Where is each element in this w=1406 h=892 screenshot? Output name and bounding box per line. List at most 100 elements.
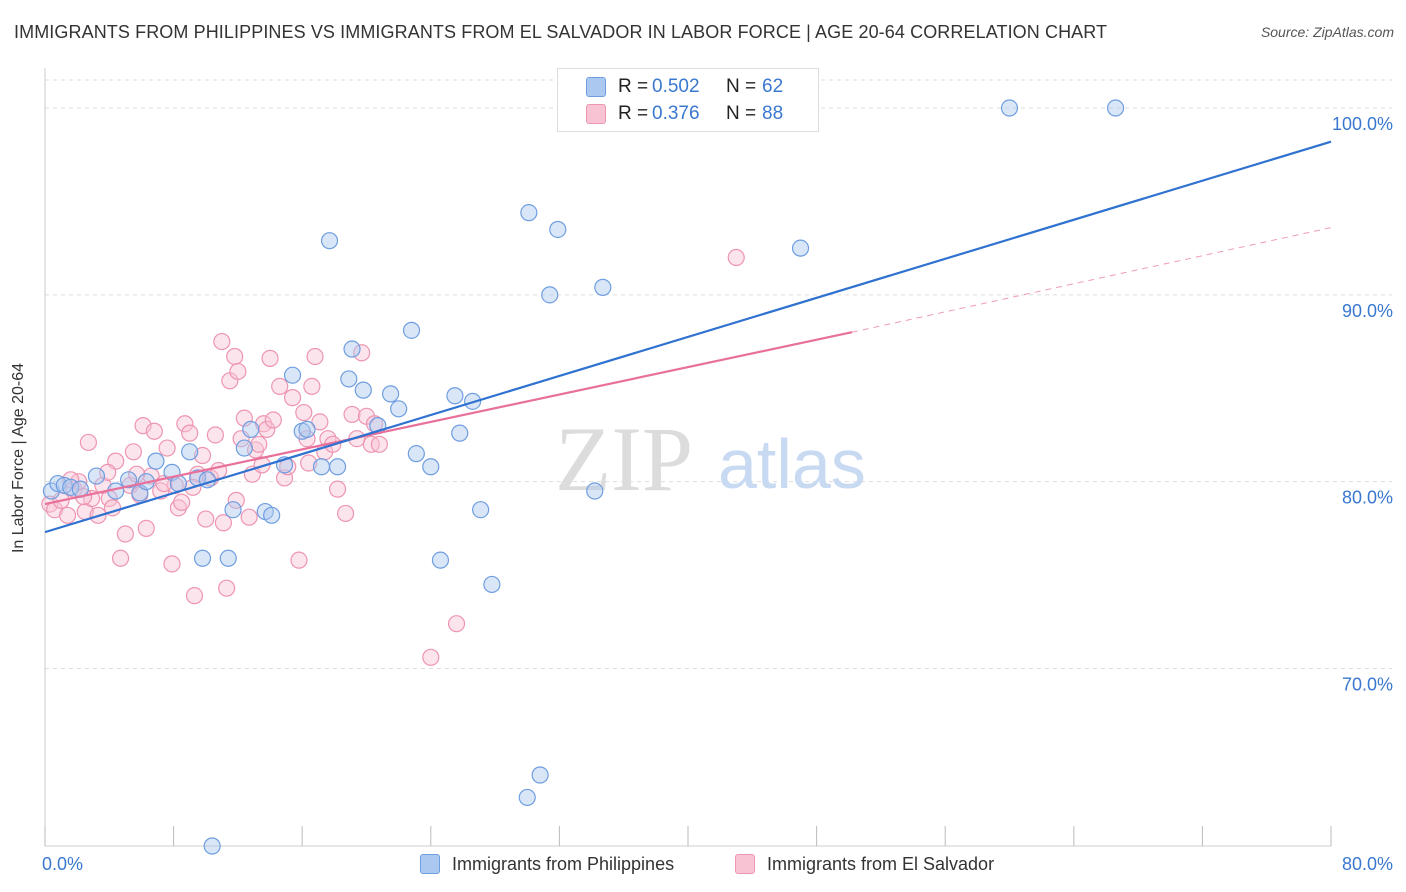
point-el-salvador [79,433,98,452]
point-el-salvador [250,435,268,453]
point-el-salvador [185,587,204,605]
n-value: 88 [762,103,784,124]
r-label: R = [618,76,649,97]
point-philippines [520,204,538,222]
legend-row-el-salvador: R = 0.376 N = 88 [586,102,836,126]
point-el-salvador [213,332,231,351]
point-philippines [446,387,464,405]
point-el-salvador [290,551,308,569]
r-value: 0.502 [652,76,700,97]
n-label: N = [726,76,757,97]
point-el-salvador [226,347,244,366]
point-philippines [422,458,440,476]
point-el-salvador [311,413,329,431]
point-el-salvador [300,454,318,472]
data-points [41,99,1125,855]
point-el-salvador [206,426,224,444]
point-philippines [87,467,106,485]
point-philippines [541,286,559,304]
point-philippines [242,420,260,438]
point-philippines [586,482,604,500]
tick-labels: 70.0% 80.0% 90.0% 100.0% 0.0% 80.0% [42,114,1393,874]
point-el-salvador [163,555,181,573]
point-el-salvador [283,389,302,407]
trend-line-philippines [44,140,1332,534]
point-el-salvador [261,349,279,367]
point-el-salvador [99,463,117,481]
watermark-atlas: atlas [718,425,866,503]
trend-line-el-salvador-extension [851,227,1332,333]
point-philippines [219,549,237,567]
point-el-salvador [264,411,282,429]
point-philippines [340,370,358,388]
point-el-salvador [218,579,236,597]
n-label: N = [726,103,757,124]
point-el-salvador [727,248,745,267]
y-tick-label: 90.0% [1342,301,1393,321]
point-philippines [472,501,490,519]
point-philippines [791,239,810,257]
correlation-legend: R = 0.502 N = 62 R = 0.376 N = 88 [557,68,819,132]
point-el-salvador [197,510,215,528]
point-philippines [1106,99,1125,117]
point-philippines [181,443,199,461]
y-axis-label: In Labor Force | Age 20-64 [10,362,27,554]
point-el-salvador [193,446,212,465]
point-el-salvador [173,493,191,511]
point-philippines [549,220,567,239]
point-el-salvador [181,424,199,442]
legend-item-el-salvador[interactable]: Immigrants from El Salvador [735,852,994,876]
point-philippines [382,385,400,403]
point-el-salvador [158,439,176,457]
r-value: 0.376 [652,103,700,124]
point-el-salvador [227,491,245,509]
source-credit: Source: ZipAtlas.com [1260,24,1394,40]
watermark: ZIP atlas [555,408,866,510]
point-el-salvador [214,514,233,532]
y-tick-label: 70.0% [1342,675,1393,695]
point-philippines [49,474,67,493]
trend-line-el-salvador [44,331,853,506]
point-philippines [407,445,425,463]
point-el-salvador [58,506,77,524]
point-philippines [483,575,501,594]
axes [44,68,1332,847]
point-philippines [55,476,73,495]
legend-swatch-blue [420,854,440,874]
point-el-salvador [169,499,188,517]
point-el-salvador [275,469,294,487]
point-el-salvador [328,480,347,498]
point-el-salvador [337,504,355,523]
point-el-salvador [145,422,163,440]
legend-swatch-blue [586,77,606,97]
point-philippines [354,381,372,399]
point-el-salvador [295,403,313,422]
y-tick-label: 100.0% [1332,114,1393,134]
point-philippines [235,439,253,457]
point-el-salvador [124,443,143,461]
point-el-salvador [303,377,321,395]
point-el-salvador [137,519,155,537]
point-el-salvador [353,344,371,362]
watermark-zip: ZIP [555,408,693,510]
n-value: 62 [762,76,784,97]
legend-label-philippines: Immigrants from Philippines [452,853,675,874]
point-philippines [1000,99,1019,117]
point-philippines [298,420,316,438]
point-el-salvador [343,405,361,424]
point-philippines [320,232,339,250]
point-philippines [263,506,281,524]
r-label: R = [618,103,649,124]
point-philippines [283,366,302,384]
point-philippines [518,788,536,807]
point-el-salvador [116,525,134,543]
point-philippines [224,501,242,519]
point-el-salvador [271,377,289,395]
legend-item-philippines[interactable]: Immigrants from Philippines [420,852,674,876]
legend-swatch-pink [735,854,755,874]
point-el-salvador [306,347,324,366]
point-philippines [312,458,331,476]
point-philippines [390,400,408,418]
point-philippines [147,452,165,470]
